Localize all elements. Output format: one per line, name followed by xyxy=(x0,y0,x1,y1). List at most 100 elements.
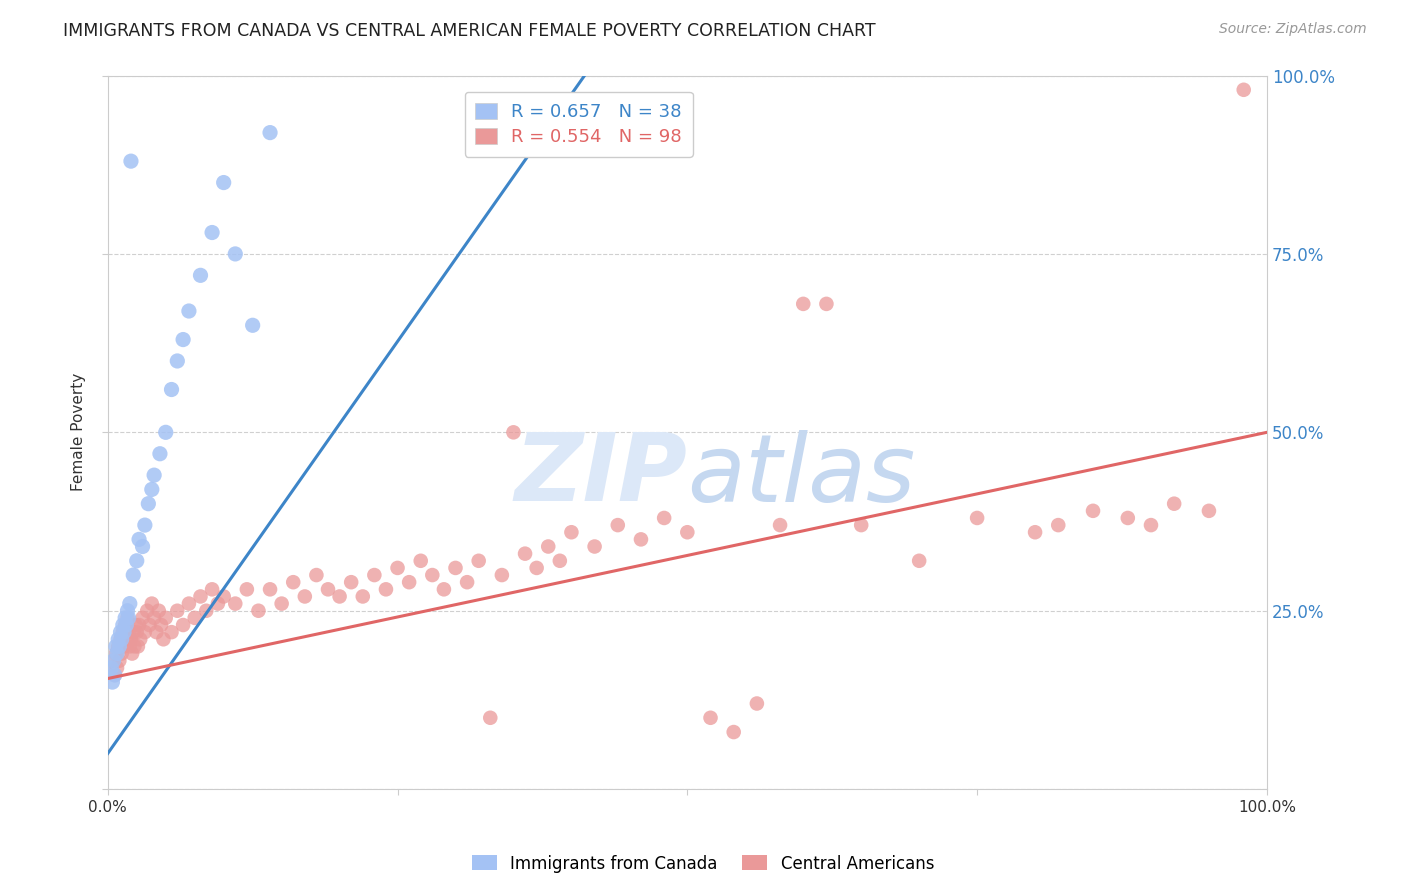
Point xyxy=(129,632,152,647)
Point xyxy=(1081,504,1104,518)
Y-axis label: Female Poverty: Female Poverty xyxy=(72,373,86,491)
Point xyxy=(177,304,200,318)
Point xyxy=(124,618,146,632)
Point xyxy=(329,590,352,604)
Point xyxy=(100,661,122,675)
Point xyxy=(104,668,127,682)
Point xyxy=(387,561,409,575)
Point xyxy=(195,604,218,618)
Point xyxy=(111,647,134,661)
Point xyxy=(111,625,134,640)
Point xyxy=(583,540,606,554)
Point xyxy=(128,618,150,632)
Point xyxy=(148,604,170,618)
Point xyxy=(104,668,127,682)
Point xyxy=(166,354,188,368)
Point xyxy=(103,654,125,668)
Point xyxy=(537,540,560,554)
Point xyxy=(283,575,305,590)
Point xyxy=(815,297,838,311)
Point xyxy=(131,611,153,625)
Point xyxy=(212,590,235,604)
Point xyxy=(183,611,205,625)
Point xyxy=(467,554,489,568)
Point xyxy=(107,632,129,647)
Point xyxy=(444,561,467,575)
Point xyxy=(1163,497,1185,511)
Point xyxy=(121,647,143,661)
Point xyxy=(242,318,264,333)
Point xyxy=(491,568,513,582)
Point xyxy=(143,468,166,483)
Point xyxy=(201,582,224,597)
Point xyxy=(104,640,127,654)
Point xyxy=(560,525,582,540)
Point xyxy=(104,647,127,661)
Point xyxy=(141,597,163,611)
Point xyxy=(155,425,177,440)
Point xyxy=(479,711,502,725)
Point xyxy=(207,597,229,611)
Point xyxy=(118,640,141,654)
Point xyxy=(1198,504,1220,518)
Point xyxy=(236,582,259,597)
Point xyxy=(131,540,153,554)
Point xyxy=(152,632,174,647)
Point xyxy=(513,547,536,561)
Point xyxy=(630,533,652,547)
Point xyxy=(305,568,328,582)
Point xyxy=(166,604,188,618)
Point xyxy=(120,154,142,169)
Point xyxy=(966,511,988,525)
Point xyxy=(160,383,183,397)
Point xyxy=(114,611,136,625)
Point xyxy=(120,632,142,647)
Point xyxy=(270,597,292,611)
Point xyxy=(433,582,456,597)
Text: atlas: atlas xyxy=(688,430,915,521)
Legend: Immigrants from Canada, Central Americans: Immigrants from Canada, Central American… xyxy=(465,848,941,880)
Point xyxy=(114,618,136,632)
Point xyxy=(908,554,931,568)
Point xyxy=(502,425,524,440)
Point xyxy=(1140,518,1163,533)
Point xyxy=(101,675,124,690)
Point xyxy=(145,625,167,640)
Point xyxy=(111,632,134,647)
Point xyxy=(409,554,432,568)
Point xyxy=(105,661,128,675)
Point xyxy=(456,575,478,590)
Point xyxy=(398,575,420,590)
Point xyxy=(652,511,675,525)
Point xyxy=(606,518,628,533)
Text: Source: ZipAtlas.com: Source: ZipAtlas.com xyxy=(1219,22,1367,37)
Point xyxy=(143,611,166,625)
Point xyxy=(160,625,183,640)
Point xyxy=(851,518,873,533)
Legend: R = 0.657   N = 38, R = 0.554   N = 98: R = 0.657 N = 38, R = 0.554 N = 98 xyxy=(464,92,693,157)
Point xyxy=(149,447,172,461)
Point xyxy=(526,561,548,575)
Point xyxy=(117,611,139,625)
Point xyxy=(247,604,270,618)
Point xyxy=(105,647,128,661)
Point xyxy=(112,640,135,654)
Point xyxy=(224,247,246,261)
Point xyxy=(548,554,571,568)
Point xyxy=(177,597,200,611)
Point xyxy=(363,568,385,582)
Point xyxy=(212,176,235,190)
Point xyxy=(117,625,139,640)
Point xyxy=(316,582,339,597)
Point xyxy=(172,333,194,347)
Point xyxy=(125,625,148,640)
Point xyxy=(1116,511,1139,525)
Point xyxy=(115,632,138,647)
Point xyxy=(115,618,138,632)
Point xyxy=(259,582,281,597)
Point xyxy=(117,611,139,625)
Point xyxy=(420,568,443,582)
Point xyxy=(107,640,129,654)
Point xyxy=(150,618,173,632)
Point xyxy=(1047,518,1070,533)
